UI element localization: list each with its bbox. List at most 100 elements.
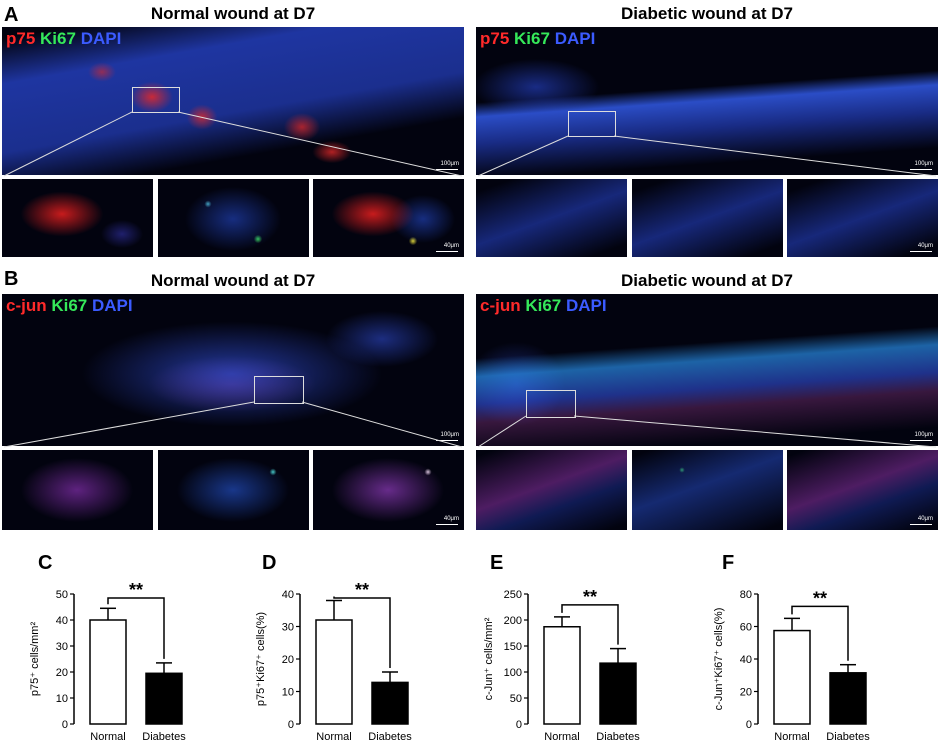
inset-normal-b-3: 40μm bbox=[313, 450, 464, 530]
title-normal-b: Normal wound at D7 bbox=[150, 271, 316, 290]
bar-diabetes bbox=[829, 672, 867, 725]
roi-box bbox=[526, 390, 576, 418]
panel-letter-c: C bbox=[38, 552, 53, 574]
scale-label: 100μm bbox=[440, 432, 459, 438]
y-tick-label: 0 bbox=[288, 719, 294, 731]
y-tick-label: 30 bbox=[282, 622, 294, 634]
roi-box bbox=[132, 87, 180, 113]
scale-label: 100μm bbox=[440, 161, 459, 167]
y-tick-label: 80 bbox=[740, 589, 752, 601]
bar-diabetes bbox=[145, 672, 183, 725]
inset-diabetic-a-2 bbox=[632, 179, 783, 257]
panel-letter-b: B bbox=[4, 268, 19, 290]
y-tick-label: 30 bbox=[56, 641, 68, 653]
inset-diabetic-b-3: 40μm bbox=[787, 450, 938, 530]
stain-legend: c-jun Ki67 DAPI bbox=[6, 296, 133, 315]
y-tick-label: 10 bbox=[56, 693, 68, 705]
bar-diabetes bbox=[599, 662, 637, 725]
x-tick-label: Diabetes bbox=[142, 731, 186, 743]
stain-legend: p75 Ki67 DAPI bbox=[480, 29, 596, 48]
scale-label: 40μm bbox=[443, 243, 459, 249]
scale-bar bbox=[910, 524, 932, 525]
panel-letter-a: A bbox=[4, 4, 19, 26]
significance-bracket bbox=[107, 597, 165, 659]
scale-label: 40μm bbox=[917, 516, 933, 522]
inset-diabetic-b-2 bbox=[632, 450, 783, 530]
x-tick-label: Normal bbox=[544, 731, 579, 743]
bar-normal bbox=[543, 626, 581, 725]
y-tick-label: 0 bbox=[62, 719, 68, 731]
micrograph-diabetic-a: p75 Ki67 DAPI 100μm bbox=[476, 27, 938, 175]
micrograph-diabetic-b: c-jun Ki67 DAPI 100μm bbox=[476, 294, 938, 446]
scale-label: 40μm bbox=[917, 243, 933, 249]
significance-label: ** bbox=[355, 580, 369, 600]
title-diabetic-a: Diabetic wound at D7 bbox=[621, 4, 793, 23]
y-tick-label: 50 bbox=[56, 589, 68, 601]
scale-bar bbox=[436, 440, 458, 441]
y-tick-label: 40 bbox=[740, 654, 752, 666]
y-tick-label: 150 bbox=[504, 641, 522, 653]
stain-legend: p75 Ki67 DAPI bbox=[6, 29, 122, 48]
inset-normal-b-2 bbox=[158, 450, 309, 530]
panel-letter-d: D bbox=[262, 552, 277, 574]
y-tick-label: 40 bbox=[282, 589, 294, 601]
inset-normal-b-1 bbox=[2, 450, 153, 530]
scale-bar bbox=[436, 169, 458, 170]
x-tick-label: Diabetes bbox=[596, 731, 640, 743]
bar-chart-e: c-Jun⁺ cells/mm² 0 50 100 150 200 250 Normal Dia… bbox=[483, 587, 640, 743]
y-tick-label: 0 bbox=[516, 719, 522, 731]
bar-normal bbox=[89, 619, 127, 725]
y-tick-label: 200 bbox=[504, 615, 522, 627]
significance-label: ** bbox=[813, 588, 827, 608]
bar-chart-d: p75⁺Ki67⁺ cells(%) 0 10 20 30 40 Normal Diabete… bbox=[255, 580, 412, 743]
x-tick-label: Diabetes bbox=[826, 731, 870, 743]
bar-normal bbox=[773, 629, 811, 725]
panel-letter-f: F bbox=[722, 552, 735, 574]
bar-chart-f: c-Jun⁺Ki67⁺ cells(%) 0 20 40 60 80 Normal Diabe… bbox=[713, 588, 870, 743]
stain-legend: c-jun Ki67 DAPI bbox=[480, 296, 607, 315]
y-tick-label: 100 bbox=[504, 667, 522, 679]
scale-bar bbox=[436, 251, 458, 252]
y-tick-label: 0 bbox=[746, 719, 752, 731]
scale-label: 100μm bbox=[914, 161, 933, 167]
scale-bar bbox=[436, 524, 458, 525]
y-tick-label: 10 bbox=[282, 687, 294, 699]
scale-label: 100μm bbox=[914, 432, 933, 438]
scale-bar bbox=[910, 251, 932, 252]
inset-diabetic-a-1 bbox=[476, 179, 627, 257]
inset-normal-a-3: 40μm bbox=[313, 179, 464, 257]
x-tick-label: Diabetes bbox=[368, 731, 412, 743]
inset-normal-a-2 bbox=[158, 179, 309, 257]
y-tick-label: 20 bbox=[282, 654, 294, 666]
roi-box bbox=[568, 111, 616, 137]
y-tick-label: 20 bbox=[56, 667, 68, 679]
y-tick-label: 250 bbox=[504, 589, 522, 601]
y-tick-label: 50 bbox=[510, 693, 522, 705]
significance-bracket bbox=[561, 604, 619, 645]
panel-letter-e: E bbox=[490, 552, 504, 574]
roi-box bbox=[254, 376, 304, 404]
y-axis-label: c-Jun⁺ cells/mm² bbox=[483, 617, 495, 700]
title-diabetic-b: Diabetic wound at D7 bbox=[621, 271, 793, 290]
significance-bracket bbox=[333, 596, 391, 668]
inset-normal-a-1 bbox=[2, 179, 153, 257]
scale-bar bbox=[910, 440, 932, 441]
y-tick-label: 20 bbox=[740, 687, 752, 699]
significance-label: ** bbox=[583, 587, 597, 607]
y-axis-label: p75⁺Ki67⁺ cells(%) bbox=[255, 612, 267, 706]
significance-label: ** bbox=[129, 580, 143, 600]
bar-diabetes bbox=[371, 681, 409, 725]
y-tick-label: 40 bbox=[56, 615, 68, 627]
x-tick-label: Normal bbox=[316, 731, 351, 743]
micrograph-normal-a: p75 Ki67 DAPI 100μm bbox=[2, 27, 464, 175]
bar-chart-c: p75⁺ cells/mm² 0 10 20 30 40 50 Normal Diabetes *… bbox=[29, 580, 186, 743]
inset-diabetic-b-1 bbox=[476, 450, 627, 530]
scale-label: 40μm bbox=[443, 516, 459, 522]
scale-bar bbox=[910, 169, 932, 170]
bar-normal bbox=[315, 619, 353, 725]
title-normal-a: Normal wound at D7 bbox=[150, 4, 316, 23]
y-axis-label: c-Jun⁺Ki67⁺ cells(%) bbox=[713, 608, 725, 711]
x-tick-label: Normal bbox=[90, 731, 125, 743]
y-axis-label: p75⁺ cells/mm² bbox=[29, 622, 41, 697]
significance-bracket bbox=[791, 605, 849, 661]
